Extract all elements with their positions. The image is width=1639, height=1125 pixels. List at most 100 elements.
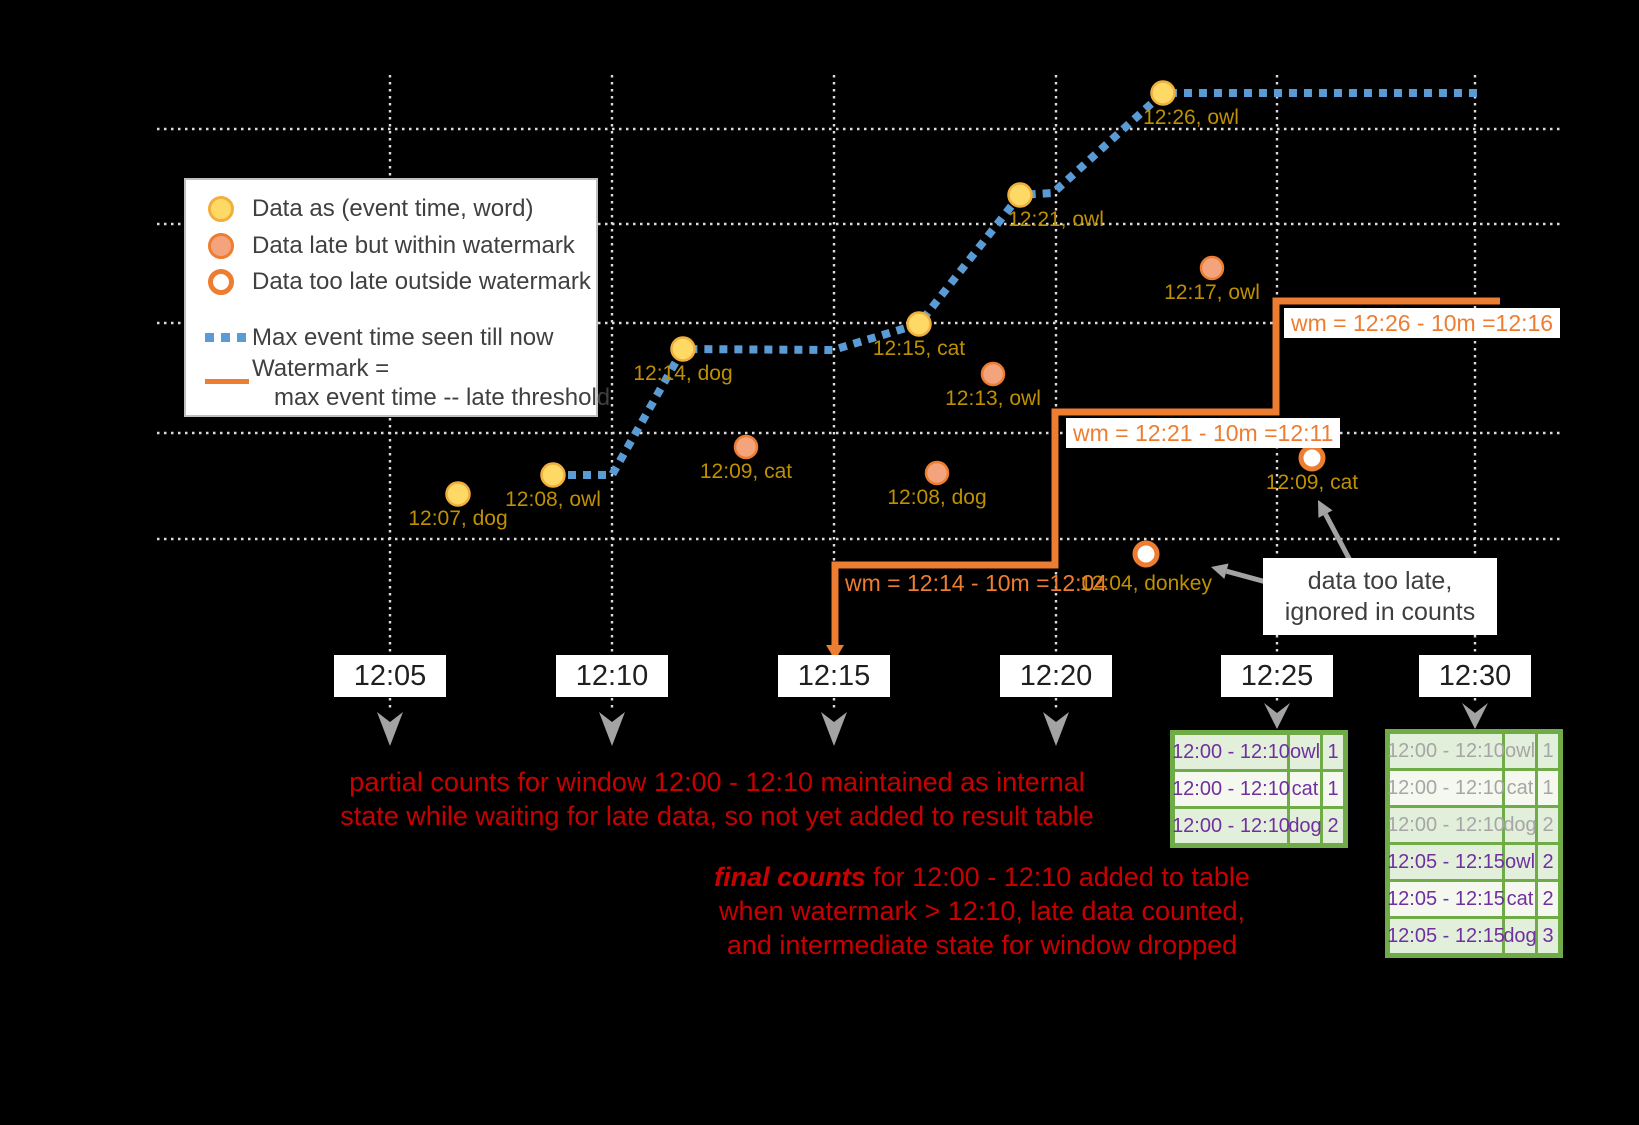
window-cell: 12:05 - 12:15 [1387,845,1505,879]
legend-label-watermark-2: max event time -- late threshold [274,384,611,411]
time-tick-1215: 12:15 [778,655,890,697]
count-cell: 1 [1323,772,1343,806]
annotation-arrow [1323,512,1356,568]
window-cell: 12:00 - 12:10 [1387,771,1505,805]
count-cell: 2 [1538,808,1558,842]
data-point-label: 12:26, owl [1143,106,1239,129]
word-cell: dog [1503,919,1537,953]
time-tick-1210: 12:10 [556,655,668,697]
time-tick-1205: 12:05 [334,655,446,697]
data-point-ontime [540,462,566,488]
data-point-ontime [1007,182,1033,208]
legend-label-ontime: Data as (event time, word) [252,195,534,222]
legend-label-toolate: Data too late outside watermark [252,268,591,295]
note-line: and intermediate state for window droppe… [726,930,1238,960]
tick-arrow-icon [821,712,847,746]
data-point-label: 12:04, donkey [1080,572,1212,595]
data-point-label: 12:21, owl [1008,208,1104,231]
note-line: ignored in counts [1284,597,1476,626]
data-point-label: 12:13, owl [945,387,1041,410]
count-cell: 2 [1538,882,1558,916]
annotation-arrowhead-icon [1318,500,1333,518]
window-cell: 12:00 - 12:10 [1172,809,1290,843]
window-cell: 12:00 - 12:10 [1172,772,1290,806]
note-line-rest: for 12:00 - 12:10 added to table [865,862,1250,892]
watermark-line [831,297,1500,656]
max-event-line-icon [205,333,249,342]
count-cell: 1 [1538,734,1558,768]
note-line: data too late, [1307,566,1453,595]
note-line: final counts for 12:00 - 12:10 added to … [714,860,1250,894]
partial-counts-note: partial counts for window 12:00 - 12:10 … [340,765,1093,833]
watermark-value-label: wm = 12:21 - 10m =12:11 [1066,418,1341,448]
legend: Data as (event time, word) Data late but… [184,178,610,417]
note-line: state while waiting for late data, so no… [340,801,1094,831]
time-tick-1230: 12:30 [1419,655,1531,697]
data-point-toolate [1132,540,1160,568]
note-line: partial counts for window 12:00 - 12:10 … [349,767,1085,797]
data-point-label: 12:07, dog [408,507,507,530]
data-point-ontime [670,336,696,362]
count-cell: 1 [1323,735,1343,769]
word-cell: cat [1505,882,1535,916]
legend-label-late: Data late but within watermark [252,232,575,259]
result-table-left: 12:00 - 12:10 owl 1 12:00 - 12:10 cat 1 12:00 … [1170,730,1348,848]
data-point-late [1199,255,1225,281]
toolate-dot-icon [208,269,234,295]
word-cell: owl [1290,735,1320,769]
data-point-label: 12:09, cat [700,460,792,483]
ontime-dot-icon [208,196,234,222]
tick-arrow-icon [1043,712,1069,746]
late-dot-icon [208,233,234,259]
word-cell: cat [1505,771,1535,805]
note-line: when watermark > 12:10, late data counte… [718,896,1246,926]
data-point-ontime [1150,80,1176,106]
data-point-label: 12:17, owl [1164,281,1260,304]
window-cell: 12:00 - 12:10 [1387,734,1505,768]
window-cell: 12:05 - 12:15 [1387,882,1505,916]
data-point-ontime [906,311,932,337]
annotation-arrowhead-icon [1211,563,1229,579]
time-tick-1225: 12:25 [1221,655,1333,697]
result-table-right: 12:00 - 12:10 owl 1 12:00 - 12:10 cat 1 12:00 … [1385,729,1563,958]
data-point-toolate [1298,444,1326,472]
watermark-value-label: wm = 12:14 - 10m =12:04 [845,570,1108,596]
tick-arrow-icon [1264,703,1290,729]
data-point-label: 12:15, cat [873,337,965,360]
tick-arrow-icon [599,712,625,746]
data-point-label: 12:14, dog [633,362,732,385]
max-event-time-line [553,89,1480,479]
legend-label-max-event-line: Max event time seen till now [252,324,554,351]
data-point-label: 12:08, dog [887,486,986,509]
watermark-value-label: wm = 12:26 - 10m =12:16 [1284,308,1561,338]
count-cell: 3 [1538,919,1558,953]
data-point-label: 12:08, owl [505,488,601,511]
data-point-ontime [445,481,471,507]
too-late-note: data too late, ignored in counts [1263,558,1497,635]
word-cell: dog [1503,808,1537,842]
final-counts-emphasis: final counts [714,862,866,892]
data-point-late [980,361,1006,387]
time-tick-1220: 12:20 [1000,655,1112,697]
watermark-line-icon [205,379,249,384]
tick-arrow-icon [377,712,403,746]
window-cell: 12:00 - 12:10 [1387,808,1505,842]
watermark-arrowhead-icon [826,645,844,660]
word-cell: owl [1505,734,1535,768]
count-cell: 2 [1538,845,1558,879]
tick-arrow-icon [1462,703,1488,729]
legend-label-watermark-1: Watermark = [252,355,390,382]
word-cell: dog [1288,809,1322,843]
window-cell: 12:05 - 12:15 [1387,919,1505,953]
word-cell: cat [1290,772,1320,806]
final-counts-note: final counts for 12:00 - 12:10 added to … [714,860,1250,962]
data-point-late [733,434,759,460]
count-cell: 2 [1323,809,1343,843]
count-cell: 1 [1538,771,1558,805]
data-point-label: 12:09, cat [1266,471,1358,494]
data-point-late [924,460,950,486]
window-cell: 12:00 - 12:10 [1172,735,1290,769]
word-cell: owl [1505,845,1535,879]
